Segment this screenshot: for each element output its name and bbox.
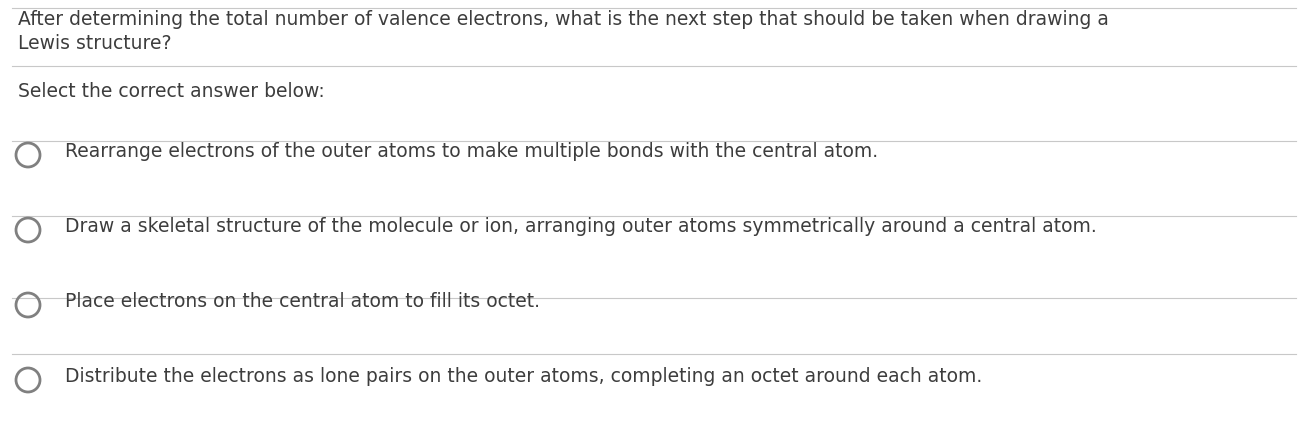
Text: Place electrons on the central atom to fill its octet.: Place electrons on the central atom to f… — [65, 291, 539, 310]
Text: Draw a skeletal structure of the molecule or ion, arranging outer atoms symmetri: Draw a skeletal structure of the molecul… — [65, 216, 1097, 236]
Text: Distribute the electrons as lone pairs on the outer atoms, completing an octet a: Distribute the electrons as lone pairs o… — [65, 366, 982, 385]
Text: After determining the total number of valence electrons, what is the next step t: After determining the total number of va… — [18, 10, 1109, 29]
Text: Lewis structure?: Lewis structure? — [18, 34, 171, 53]
Text: Select the correct answer below:: Select the correct answer below: — [18, 82, 325, 101]
Text: Rearrange electrons of the outer atoms to make multiple bonds with the central a: Rearrange electrons of the outer atoms t… — [65, 142, 878, 161]
